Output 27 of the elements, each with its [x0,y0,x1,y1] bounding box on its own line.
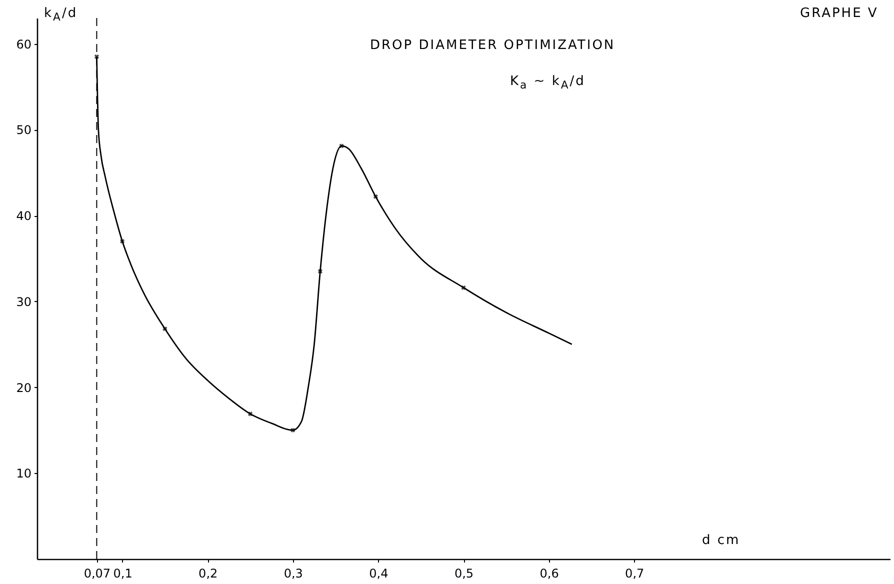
point [339,144,344,148]
point [162,326,168,332]
x-tick-label: 0,3 [284,566,303,580]
y-tick-label: 60 [16,37,32,52]
x-tick-label: 0,1 [113,566,132,580]
text: DROP DIAMETER OPTIMIZATION [370,38,616,53]
x-tick-label: 0,4 [369,566,388,580]
y-tick-label: 20 [16,380,32,395]
point [318,269,323,274]
x-tick-label: 0,2 [198,566,218,580]
y-tick-label: 40 [16,209,32,224]
annotation: GRAPHE V [800,6,878,21]
annotation: K$_{a}$ ∼ k$_{A}$/d [510,74,586,92]
y-tick-label: 10 [16,466,32,481]
x-axis-title: d cm [702,533,740,548]
y-axis-title: k$_{A}$/d [44,6,78,24]
y-tick-label: 30 [16,294,32,309]
x-tick-label: 0,07 [84,566,111,580]
point [290,428,296,433]
point [373,194,378,199]
point [120,238,125,244]
point [461,285,466,290]
x-tick-label: 0,7 [625,566,644,580]
x-tick-label: 0,5 [454,566,474,580]
y-tick-label: 50 [16,123,32,138]
point [248,412,253,416]
x-tick-label: 0,6 [540,566,559,580]
